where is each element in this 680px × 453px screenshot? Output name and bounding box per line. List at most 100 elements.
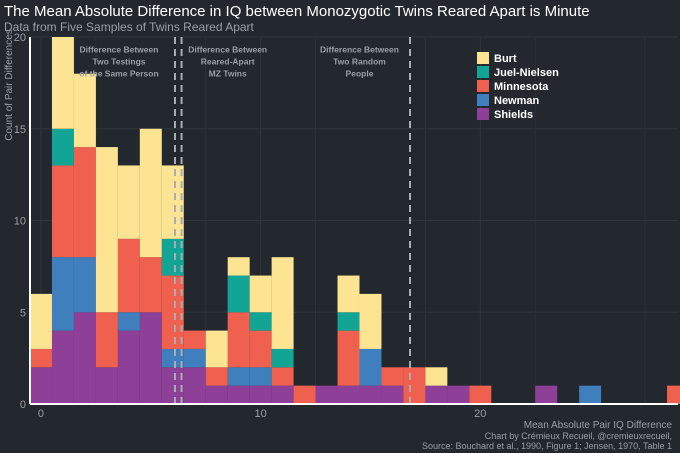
bar-newman: [51, 257, 74, 331]
bar-minnesota: [95, 312, 118, 368]
bar-burt: [227, 257, 250, 276]
annotation-line: Two Random: [333, 57, 386, 67]
bar-juel-nielsen: [51, 128, 74, 166]
bar-minnesota: [30, 348, 52, 368]
x-tick-label: 20: [474, 408, 486, 420]
bar-burt: [271, 257, 294, 349]
x-axis-label: Mean Absolute Pair IQ Difference: [524, 420, 673, 431]
bar-minnesota: [227, 312, 250, 368]
bar-minnesota: [117, 238, 140, 313]
caption-credit: Chart by Crémieux Recueil, @cremieuxrecu…: [485, 431, 672, 441]
bar-newman: [579, 385, 602, 404]
bar-newman: [73, 257, 96, 313]
caption-source: Source: Bouchard et al., 1990, Figure 1;…: [422, 441, 672, 451]
bar-minnesota: [469, 385, 492, 404]
bar-newman: [359, 348, 382, 386]
y-tick-label: 5: [20, 307, 26, 319]
bar-minnesota: [73, 147, 96, 258]
bar-shields: [161, 367, 184, 404]
bar-minnesota: [337, 330, 360, 386]
annotation-line: Difference Between: [188, 45, 267, 55]
legend-label: Shields: [494, 109, 533, 121]
bar-minnesota: [271, 367, 294, 386]
annotation-line: Reared-Apart: [201, 57, 255, 67]
y-tick-label: 20: [14, 32, 26, 44]
legend-swatch: [477, 94, 489, 106]
y-axis-label: Count of Pair Differences: [4, 29, 15, 141]
legend-swatch: [477, 52, 489, 64]
legend-label: Minnesota: [494, 81, 549, 93]
legend-swatch: [477, 66, 489, 78]
bar-shields: [139, 312, 162, 404]
bar-juel-nielsen: [271, 348, 294, 368]
bar-minnesota: [293, 385, 316, 404]
x-tick-label: 10: [255, 408, 267, 420]
chart-subtitle: Data from Five Samples of Twins Reared A…: [4, 20, 255, 34]
annotation-line: of the Same Person: [79, 69, 158, 79]
y-tick-label: 10: [14, 216, 26, 228]
annotation-line: People: [346, 69, 374, 79]
bar-shields: [337, 385, 360, 404]
bar-burt: [73, 73, 96, 148]
reference-lines: [173, 37, 412, 404]
annotation: Difference Between Two Random People: [320, 45, 399, 79]
annotation-line: Difference Between: [80, 45, 159, 55]
annotation: Difference Between Reared-Apart MZ Twins: [188, 45, 267, 79]
y-tick-labels: 0 5 10 15 20: [14, 32, 26, 411]
bar-shields: [249, 385, 272, 404]
annotation-line: MZ Twins: [209, 69, 247, 79]
bar-minnesota: [51, 165, 74, 258]
legend-swatch: [477, 108, 489, 120]
bar-newman: [161, 348, 184, 368]
bars: [30, 37, 680, 404]
bar-shields: [425, 385, 448, 404]
x-tick-labels: 0 10 20: [38, 408, 487, 420]
annotation-line: Two Testings: [92, 57, 145, 67]
bar-shields: [381, 385, 404, 404]
y-tick-label: 0: [20, 399, 26, 411]
x-tick-label: 0: [38, 408, 44, 420]
bar-shields: [447, 385, 470, 404]
annotation-line: Difference Between: [320, 45, 399, 55]
bar-minnesota: [249, 330, 272, 368]
bar-burt: [161, 165, 184, 239]
bar-burt: [249, 275, 272, 313]
annotations: Difference Between Two Testings of the Sam…: [79, 45, 399, 79]
bar-burt: [139, 128, 162, 258]
bar-minnesota: [161, 275, 184, 349]
bar-minnesota: [667, 385, 680, 404]
bar-newman: [117, 312, 140, 331]
bar-shields: [51, 330, 74, 404]
bar-newman: [183, 348, 206, 368]
bar-newman: [249, 367, 272, 386]
bar-shields: [205, 385, 228, 404]
bar-minnesota: [381, 367, 404, 386]
bar-shields: [359, 385, 382, 404]
legend-label: Newman: [494, 95, 540, 107]
bar-shields: [271, 385, 294, 404]
bar-shields: [227, 385, 250, 404]
legend-swatch: [477, 80, 489, 92]
bar-burt: [51, 37, 74, 129]
chart-title: The Mean Absolute Difference in IQ betwe…: [4, 3, 590, 20]
bar-shields: [535, 385, 558, 404]
bar-shields: [183, 367, 206, 404]
bar-minnesota: [403, 367, 426, 404]
bar-juel-nielsen: [249, 312, 272, 331]
bar-shields: [117, 330, 140, 404]
bar-minnesota: [205, 367, 228, 386]
legend-label: Burt: [494, 53, 517, 65]
bar-burt: [95, 147, 118, 313]
bar-burt: [117, 165, 140, 239]
bar-burt: [205, 330, 228, 368]
bar-juel-nielsen: [227, 275, 250, 313]
bar-juel-nielsen: [161, 238, 184, 276]
bar-shields: [315, 385, 338, 404]
bar-shields: [95, 367, 118, 404]
bar-burt: [30, 293, 52, 349]
bar-burt: [337, 275, 360, 313]
legend: Burt Juel-Nielsen Minnesota Newman Shields: [477, 52, 559, 121]
bar-burt: [425, 367, 448, 386]
bar-newman: [227, 367, 250, 386]
